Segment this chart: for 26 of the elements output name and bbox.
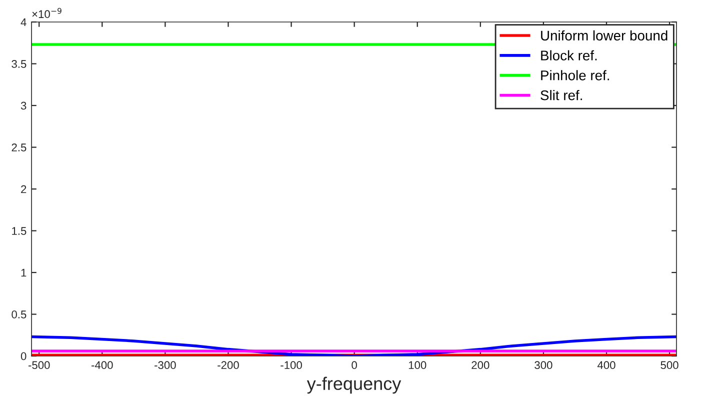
y-tick-label: 1 xyxy=(21,268,26,277)
y-tick-label: 4 xyxy=(20,18,26,26)
x-tick-label: 400 xyxy=(597,361,616,370)
x-tick-label: 0 xyxy=(352,361,357,370)
x-tick-label: 300 xyxy=(534,361,552,370)
y-tick-label: 3 xyxy=(20,102,26,110)
x-tick-label: 200 xyxy=(472,361,490,370)
x-tick-label: -300 xyxy=(154,361,176,370)
x-tick-label: -200 xyxy=(218,361,239,370)
y-tick-label: 0 xyxy=(20,352,26,360)
y-tick-label: 3.5 xyxy=(12,60,26,68)
y-tick-label: 2 xyxy=(21,185,26,194)
y-tick-label: 2.5 xyxy=(12,144,26,152)
text: ×10$^{−9}$ xyxy=(32,8,62,18)
x-tick-label: -500 xyxy=(28,361,50,370)
y-tick-label: 1.5 xyxy=(12,227,26,235)
x-tick-label: 500 xyxy=(660,361,678,370)
legend-label: Block ref. xyxy=(541,50,597,60)
x-tick-label: -400 xyxy=(92,361,113,370)
legend-label: Uniform lower bound xyxy=(541,30,668,41)
x-tick-label: 100 xyxy=(408,361,426,370)
x-axis-title: y-frequency xyxy=(306,376,402,394)
legend-label: Slit ref. xyxy=(540,90,582,100)
x-tick-label: -100 xyxy=(280,361,302,370)
legend-label: Pinhole ref. xyxy=(541,70,609,80)
y-tick-label: 0.5 xyxy=(12,310,26,318)
